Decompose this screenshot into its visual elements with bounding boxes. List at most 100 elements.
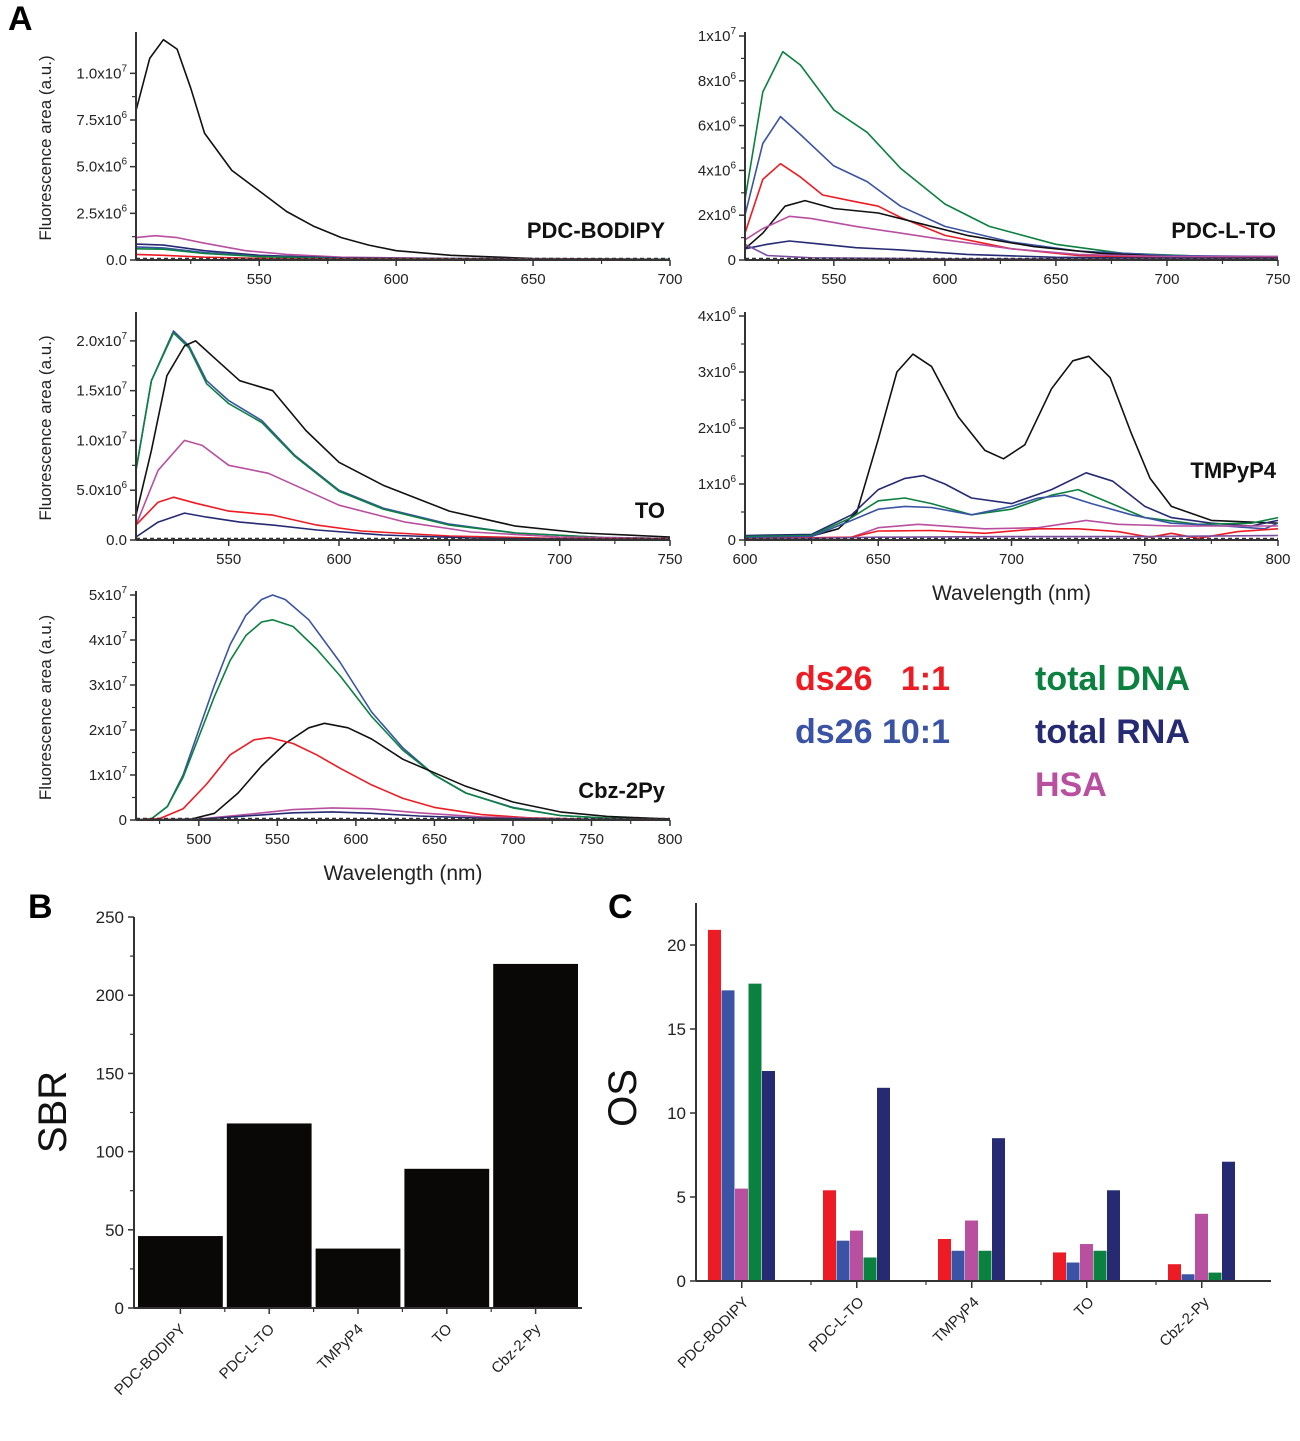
series-line-hsa [744, 519, 1278, 540]
x-tick-label: 700 [657, 271, 682, 288]
bar-cbz-2-py [493, 963, 578, 1308]
x-tick-label: 550 [265, 831, 290, 848]
y-tick-label: 5 [677, 1188, 686, 1207]
x-tick-label: 600 [343, 831, 368, 848]
y-tick-label: 7.5x106 [76, 110, 127, 129]
y-tick-label: 6x106 [698, 116, 737, 135]
x-tick-label: 800 [657, 831, 682, 848]
y-axis-label: Fluorescence area (a.u.) [36, 615, 55, 800]
y-tick-label: 2.5x106 [76, 203, 127, 222]
x-axis-label: Wavelength (nm) [323, 862, 482, 885]
series-line-buffer [744, 199, 1279, 259]
y-tick-label: 2.0x107 [76, 331, 127, 350]
bar-to-ds26-10-1 [1066, 1262, 1080, 1281]
bar-cbz-2-py-total-dna [1208, 1272, 1222, 1281]
x-tick-label: Cbz-2-Py [488, 1320, 545, 1377]
bar-pdc-l-to-hsa [850, 1230, 863, 1281]
y-tick-label: 0.0 [106, 252, 127, 269]
bar-pdc-bodipy-total-rna [762, 1071, 775, 1281]
chart-a5: 500 550 600 650 700 750 800 0 1x107 2x107 3x107 4x1… [36, 585, 683, 885]
y-tick-label: 4x106 [698, 160, 737, 179]
chart-b: PDC-BODIPY PDC-L-TO TMPyP4 TO Cbz-2-Py 0 50 100… [31, 908, 582, 1399]
bar-to-hsa [1080, 1244, 1093, 1281]
y-tick-label: 50 [105, 1221, 124, 1240]
x-tick-label: 650 [437, 551, 462, 568]
y-tick-label: 0 [728, 252, 736, 269]
legend-item-ds26-1-1: ds26 1:1 [795, 660, 950, 698]
y-tick-label: 5x107 [89, 585, 128, 604]
chart-title: PDC-BODIPY [527, 218, 665, 243]
y-tick-label: 100 [96, 1143, 124, 1162]
bar-to-total-rna [1107, 1190, 1120, 1281]
y-tick-label: 3x107 [89, 675, 128, 694]
bar-to-total-dna [1093, 1250, 1107, 1281]
x-tick-label: 650 [1043, 271, 1068, 288]
series-line-other [744, 534, 1279, 541]
x-tick-label: PDC-BODIPY [111, 1321, 189, 1399]
series-line-total-dna [135, 332, 671, 540]
x-tick-label: 800 [1265, 551, 1290, 568]
y-tick-label: 4x107 [89, 630, 128, 649]
y-tick-label: 250 [96, 908, 124, 927]
y-tick-label: 1.5x107 [76, 381, 127, 400]
bar-tmpyp4 [315, 1248, 401, 1308]
series-line-buffer [135, 38, 671, 261]
chart-a4: 600 650 700 750 800 0 1x106 2x106 3x106 4x106 TMPy… [698, 306, 1291, 605]
x-tick-label: 750 [1265, 271, 1290, 288]
bar-tmpyp4-hsa [965, 1220, 978, 1281]
x-tick-label: PDC-BODIPY [675, 1294, 753, 1372]
series-line-hsa [135, 439, 671, 540]
series-line-total-dna [135, 619, 671, 821]
y-tick-label: 0 [115, 1299, 124, 1318]
y-tick-label: 3x106 [698, 362, 737, 381]
x-tick-label: Cbz-2-Py [1156, 1293, 1213, 1350]
x-tick-label: 650 [866, 551, 891, 568]
series-line-ds26-10-1 [744, 494, 1279, 539]
y-tick-label: 20 [667, 936, 686, 955]
y-axis-label: SBR [31, 1071, 75, 1153]
x-tick-label: PDC-L-TO [806, 1294, 868, 1356]
y-tick-label: 4x106 [698, 306, 737, 325]
x-tick-label: 600 [384, 271, 409, 288]
series-line-hsa [744, 215, 1278, 258]
y-tick-label: 1x106 [698, 474, 737, 493]
y-axis-label: Fluorescence area (a.u.) [36, 335, 55, 520]
y-tick-label: 200 [96, 986, 124, 1005]
x-tick-label: 700 [999, 551, 1024, 568]
legend-item-total-dna: total DNA [1035, 660, 1190, 698]
series-line-ds26-1-1 [744, 528, 1279, 540]
x-axis-label: Wavelength (nm) [932, 582, 1091, 605]
legend-item-total-rna: total RNA [1035, 713, 1190, 751]
series-line-ds26-1-1 [135, 496, 671, 540]
bar-cbz-2-py-ds26-1-1 [1168, 1264, 1181, 1281]
bar-pdc-l-to [226, 1123, 312, 1308]
y-tick-label: 5.0x106 [76, 480, 127, 499]
series-line-buffer [135, 722, 671, 821]
chart-a1: 550 600 650 700 0.0 2.5x106 5.0x106 7.5x106 1.0x… [36, 32, 683, 288]
y-tick-label: 10 [667, 1104, 686, 1123]
x-tick-label: 750 [579, 831, 604, 848]
panel-label-a: A [8, 0, 33, 38]
y-axis-label: Fluorescence area (a.u.) [36, 55, 55, 240]
x-tick-label: 550 [247, 271, 272, 288]
bar-pdc-l-to-ds26-1-1 [823, 1190, 836, 1281]
x-tick-label: TO [429, 1321, 456, 1348]
panel-label-b: B [28, 888, 53, 926]
x-tick-label: 550 [821, 271, 846, 288]
y-tick-label: 15 [667, 1020, 686, 1039]
y-tick-label: 2x107 [89, 720, 128, 739]
series-line-total-dna [744, 488, 1279, 538]
series-line-ds26-1-1 [744, 162, 1279, 259]
x-tick-label: 650 [521, 271, 546, 288]
y-tick-label: 2x106 [698, 418, 737, 437]
x-tick-label: 550 [216, 551, 241, 568]
chart-a2: 550 600 650 700 750 0 2x106 4x106 6x106 8x106 1x10… [698, 26, 1291, 288]
panel-label-c: C [608, 888, 633, 926]
series-line-total-rna [744, 472, 1279, 537]
y-tick-label: 1x107 [698, 26, 737, 45]
x-tick-label: PDC-L-TO [216, 1321, 278, 1383]
y-tick-label: 2x106 [698, 205, 737, 224]
bar-pdc-bodipy-total-dna [748, 983, 762, 1281]
bar-tmpyp4-ds26-1-1 [938, 1239, 951, 1281]
legend-item-hsa: HSA [1035, 766, 1107, 804]
